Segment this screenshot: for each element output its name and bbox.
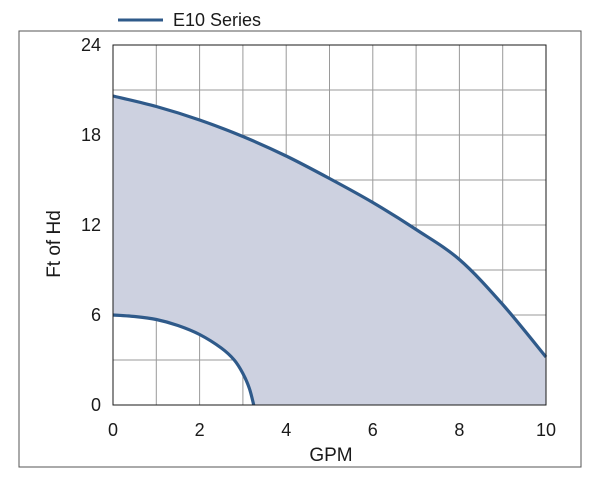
x-tick-label: 10 — [536, 420, 556, 440]
series-area — [113, 96, 546, 405]
chart-frame — [18, 30, 582, 468]
y-tick-label: 24 — [81, 35, 101, 55]
y-axis-label: Ft of Hd — [44, 210, 65, 278]
y-tick-label: 12 — [81, 215, 101, 235]
y-tick-labels: 0 6 12 18 24 — [81, 35, 101, 415]
legend: E10 Series — [118, 10, 261, 30]
legend-label-e10-series: E10 Series — [173, 10, 261, 30]
series-line-lower — [112, 313, 256, 406]
y-tick-label: 0 — [91, 395, 101, 415]
x-axis-label: GPM — [309, 445, 352, 466]
x-tick-label: 8 — [454, 420, 464, 440]
series-line-upper — [112, 94, 548, 359]
y-tick-label: 6 — [91, 305, 101, 325]
x-tick-labels: 0 2 4 6 8 10 — [108, 420, 556, 440]
x-tick-label: 6 — [368, 420, 378, 440]
y-tick-label: 18 — [81, 125, 101, 145]
x-tick-label: 2 — [195, 420, 205, 440]
x-tick-label: 4 — [281, 420, 291, 440]
x-tick-label: 0 — [108, 420, 118, 440]
plot-border — [112, 44, 547, 406]
